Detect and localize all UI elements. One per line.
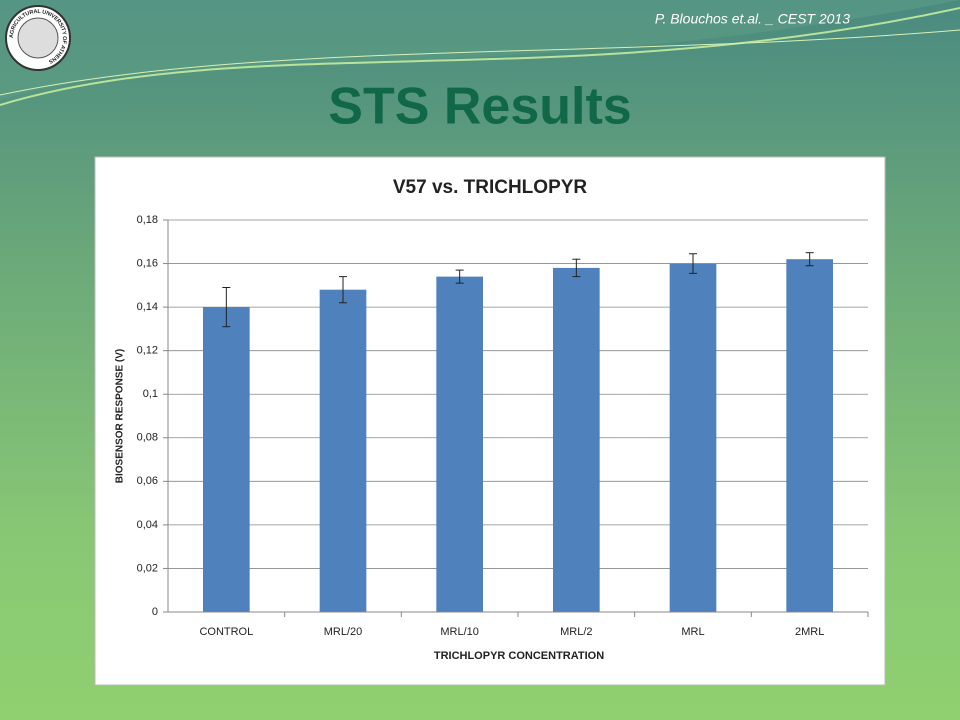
- decor-line: [0, 29, 960, 96]
- error-bar: [339, 276, 347, 304]
- bar: [319, 289, 367, 612]
- error-bar: [805, 252, 814, 267]
- bar: [786, 259, 833, 612]
- logo-inner: [17, 17, 59, 59]
- bar: [203, 307, 250, 612]
- y-tick-label: 0,12: [137, 345, 158, 357]
- bar: [669, 263, 717, 612]
- x-tick-label: 2MRL: [795, 626, 824, 638]
- y-tick-label: 0,02: [137, 562, 158, 574]
- y-tick-label: 0,04: [137, 519, 158, 531]
- y-tick-label: 0,18: [137, 214, 158, 226]
- error-bar: [455, 269, 464, 284]
- error-bar: [572, 258, 581, 278]
- x-tick-label: MRL/2: [560, 626, 592, 638]
- bar: [553, 267, 600, 612]
- y-tick-label: 0,08: [137, 432, 158, 444]
- x-tick-label: MRL: [681, 626, 704, 638]
- x-tick-label: CONTROL: [199, 626, 253, 638]
- credit: P. Blouchos et.al. _ CEST 2013: [655, 11, 850, 27]
- error-bar: [222, 287, 231, 328]
- y-tick-label: 0,06: [137, 475, 158, 487]
- decor-wave: [0, 0, 960, 100]
- x-axis-label: TRICHLOPYR CONCENTRATION: [434, 650, 604, 662]
- y-tick-label: 0: [152, 606, 158, 618]
- decor-line: [0, 7, 960, 106]
- y-tick-label: 0,14: [137, 301, 158, 313]
- y-tick-label: 0,1: [143, 388, 158, 400]
- y-axis-label: BIOSENSOR RESPONSE (V): [115, 349, 126, 483]
- slide-title: STS Results: [328, 78, 631, 136]
- x-tick-label: MRL/20: [324, 626, 363, 638]
- x-tick-label: MRL/10: [440, 626, 479, 638]
- chart-title: V57 vs. TRICHLOPYR: [393, 177, 588, 198]
- bar: [436, 276, 483, 612]
- error-bar: [689, 253, 697, 274]
- y-tick-label: 0,16: [137, 257, 158, 269]
